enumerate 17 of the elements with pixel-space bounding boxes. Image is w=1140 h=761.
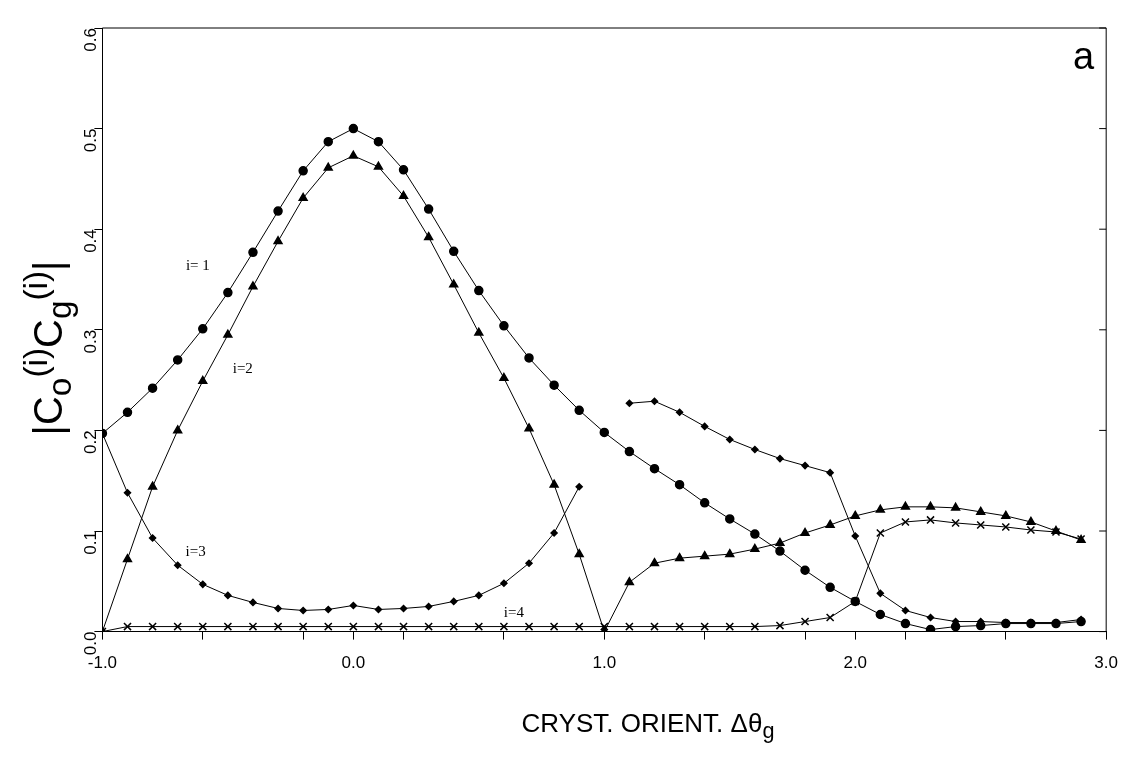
y-tick-label: 0.3 [81, 329, 101, 354]
x-tick-label: 0.0 [341, 653, 366, 673]
y-tick-label: 0.6 [81, 28, 101, 52]
x-tick-label: 1.0 [592, 653, 617, 673]
x-tick-label: 3.0 [1094, 653, 1118, 673]
series-label: i=3 [185, 543, 206, 560]
y-tick-label: 0.1 [81, 531, 101, 555]
y-tick-label: 0.4 [81, 229, 101, 253]
series-label: i= 1 [185, 256, 210, 273]
y-tick-label: 0.2 [81, 430, 101, 455]
x-axis-title: CRYST. ORIENT. Δθ$_{g}$ [521, 708, 775, 745]
x-tick-label: 2.0 [843, 653, 868, 673]
y-tick-label: 0.5 [81, 128, 101, 153]
annotation: a [1073, 35, 1096, 78]
series-label: i=4 [503, 603, 525, 620]
series-label: i=2 [232, 360, 253, 377]
y-tick-label: 0.0 [81, 631, 101, 656]
